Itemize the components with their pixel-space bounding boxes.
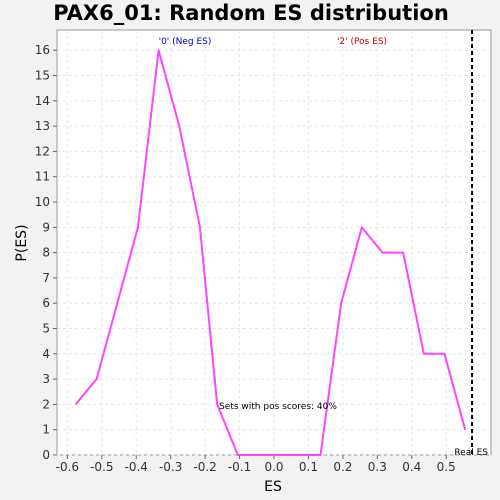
y-tick-label: 15	[35, 69, 50, 83]
y-tick-label: 0	[42, 448, 50, 462]
x-tick-label: 0.5	[437, 460, 456, 474]
y-tick-label: 1	[42, 423, 50, 437]
x-tick-label: 0.1	[299, 460, 318, 474]
x-tick-label: 0.4	[402, 460, 421, 474]
y-tick-label: 3	[42, 372, 50, 386]
y-tick-label: 7	[42, 271, 50, 285]
x-tick-label: -0.3	[159, 460, 182, 474]
x-tick-label: -0.4	[125, 460, 148, 474]
grid-lines	[57, 30, 491, 456]
x-tick-label: -0.1	[228, 460, 251, 474]
x-axis-ticks: -0.6 -0.5 -0.4 -0.3 -0.2 -0.1 0.0 0.1 0.2 0.3 0.4 0…	[56, 455, 456, 474]
x-tick-label: -0.6	[56, 460, 79, 474]
y-tick-label: 11	[35, 170, 50, 184]
y-tick-label: 10	[35, 195, 50, 209]
x-tick-label: -0.5	[90, 460, 113, 474]
series-line	[74, 49, 467, 456]
x-tick-label: -0.2	[193, 460, 216, 474]
x-tick-label: 0.3	[368, 460, 387, 474]
y-tick-label: 2	[42, 397, 50, 411]
y-axis-title: P(ES)	[14, 224, 30, 261]
x-axis-title: ES	[264, 479, 282, 495]
y-tick-label: 4	[42, 347, 50, 361]
chart-title: PAX6_01: Random ES distribution	[53, 1, 449, 25]
real-es-label: Real ES	[454, 448, 488, 458]
x-tick-label: 0.2	[333, 460, 352, 474]
y-tick-label: 14	[35, 94, 50, 108]
y-tick-label: 12	[35, 144, 50, 158]
series-group	[74, 49, 467, 456]
y-tick-label: 6	[42, 296, 50, 310]
y-tick-label: 9	[42, 220, 50, 234]
neg-es-label: '0' (Neg ES)	[159, 37, 212, 47]
y-tick-label: 16	[35, 43, 50, 57]
pos-scores-annotation: Sets with pos scores: 40%	[219, 402, 337, 412]
y-tick-label: 5	[42, 322, 50, 336]
pos-es-label: '2' (Pos ES)	[337, 37, 387, 47]
x-tick-label: 0.0	[264, 460, 283, 474]
y-tick-label: 13	[35, 119, 50, 133]
y-tick-label: 8	[42, 246, 50, 260]
